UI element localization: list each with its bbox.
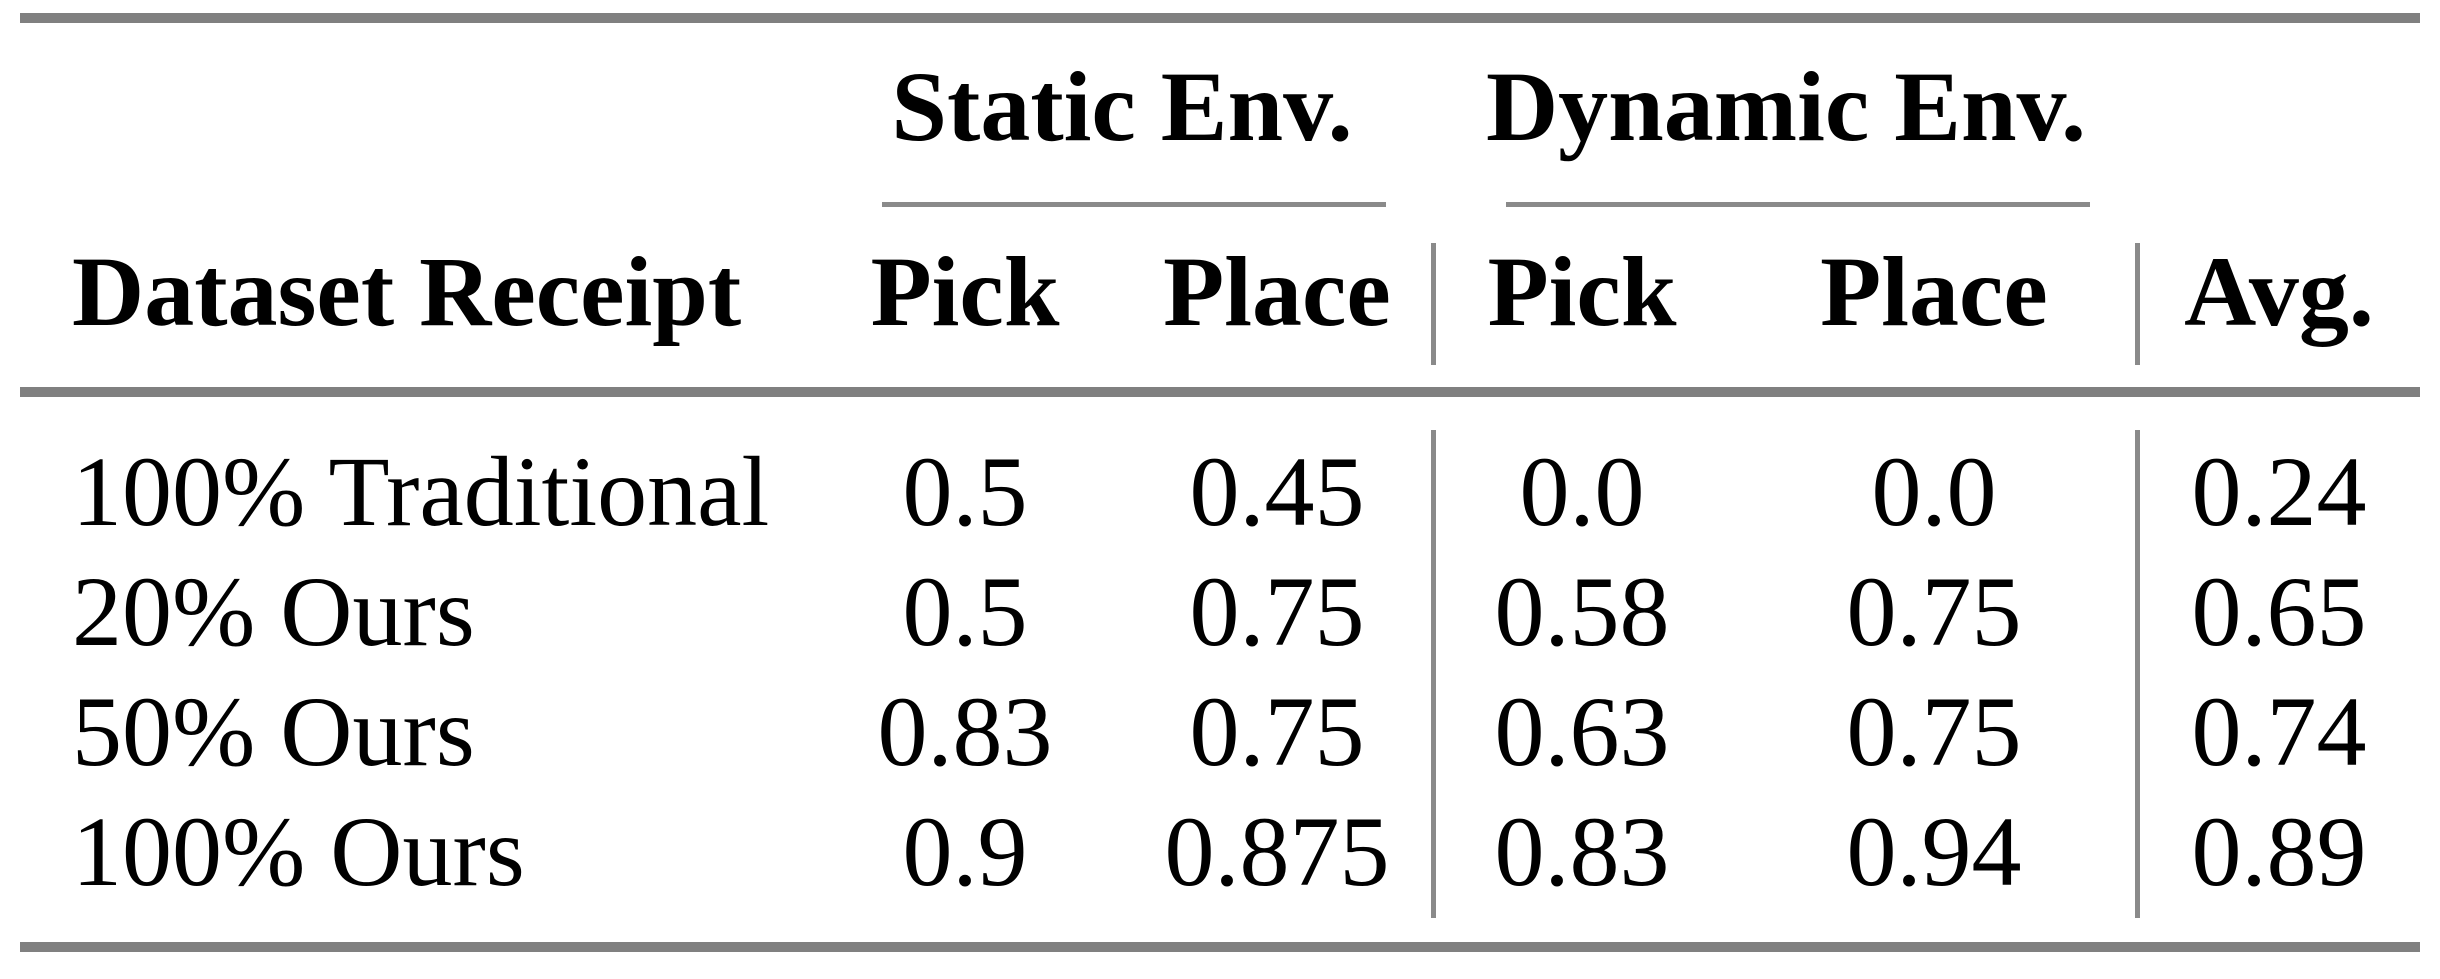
header-cell-dynamic-pick: Pick <box>1487 236 1677 347</box>
row-label: 50% Ours <box>72 676 475 787</box>
data-cell: 0.63 <box>1494 676 1670 787</box>
data-cell: 0.75 <box>1846 676 2022 787</box>
group-header-dynamic-env: Dynamic Env. <box>1434 23 2138 207</box>
cmidrule-static-env <box>882 202 1386 207</box>
table-grid: Static Env. Dynamic Env. Dataset Receipt… <box>20 23 2420 942</box>
cmidrule-dynamic-env <box>1506 202 2090 207</box>
data-cell: 0.9 <box>902 796 1028 907</box>
data-cell: 0.75 <box>1189 556 1365 667</box>
group-header-dynamic-env-label: Dynamic Env. <box>1485 51 2087 162</box>
header-cell-static-pick: Pick <box>870 236 1060 347</box>
vertical-rule-static-dynamic-body <box>1431 430 1436 918</box>
data-cell: 0.83 <box>877 676 1053 787</box>
data-cell: 0.58 <box>1494 556 1670 667</box>
data-cell: 0.24 <box>2191 436 2367 547</box>
data-cell: 0.875 <box>1164 796 1390 907</box>
row-label: 100% Traditional <box>72 436 770 547</box>
data-cell: 0.74 <box>2191 676 2367 787</box>
row-label: 20% Ours <box>72 556 475 667</box>
data-cell: 0.94 <box>1846 796 2022 907</box>
bottom-rule <box>20 942 2420 952</box>
vertical-rule-avg-body <box>2135 430 2140 918</box>
header-cell-dataset-receipt: Dataset Receipt <box>72 236 742 347</box>
data-cell: 0.0 <box>1871 436 1997 547</box>
data-cell: 0.45 <box>1189 436 1365 547</box>
vertical-rule-static-dynamic-header <box>1431 243 1436 365</box>
data-cell: 0.89 <box>2191 796 2367 907</box>
header-cell-dynamic-place: Place <box>1820 236 2048 347</box>
header-cell-static-place: Place <box>1163 236 1391 347</box>
data-cell: 0.65 <box>2191 556 2367 667</box>
data-cell: 0.0 <box>1519 436 1645 547</box>
results-table: Static Env. Dynamic Env. Dataset Receipt… <box>20 13 2420 952</box>
group-header-spacer-left <box>20 23 810 207</box>
group-header-static-env-label: Static Env. <box>891 51 1353 162</box>
data-cell: 0.5 <box>902 556 1028 667</box>
data-cell: 0.83 <box>1494 796 1670 907</box>
header-cell-avg: Avg. <box>2184 236 2374 347</box>
top-rule <box>20 13 2420 23</box>
data-cell: 0.75 <box>1846 556 2022 667</box>
data-cell: 0.5 <box>902 436 1028 547</box>
vertical-rule-avg-header <box>2135 243 2140 365</box>
data-cell: 0.75 <box>1189 676 1365 787</box>
group-header-spacer-right <box>2138 23 2420 207</box>
row-label: 100% Ours <box>72 796 525 907</box>
group-header-static-env: Static Env. <box>810 23 1434 207</box>
mid-rule <box>20 387 2420 397</box>
